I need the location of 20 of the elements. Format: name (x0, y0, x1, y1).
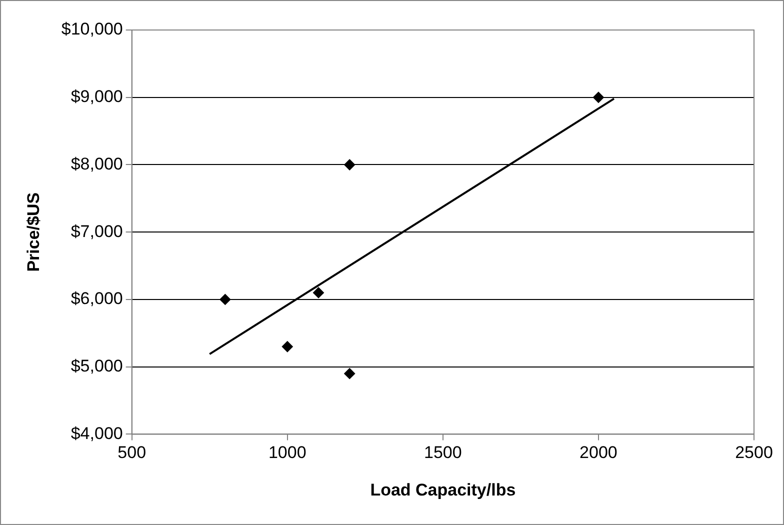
y-tick-label: $9,000 (70, 87, 123, 106)
y-axis-title: Price/$US (24, 192, 43, 272)
x-tick-label: 500 (118, 443, 146, 462)
y-tick-label: $5,000 (70, 356, 123, 376)
y-tick-label: $7,000 (70, 222, 123, 241)
y-tick-label: $4,000 (70, 424, 123, 443)
point (592, 92, 604, 103)
x-tick-label: 2000 (580, 443, 618, 462)
y-tick-label: $6,000 (70, 289, 123, 308)
x-tick-label: 1000 (268, 443, 306, 462)
y-tick-label: $10,000 (61, 20, 123, 39)
x-tick-label: 2500 (735, 443, 773, 462)
point (344, 368, 356, 380)
x-tick-label: 1500 (424, 443, 462, 462)
point (312, 287, 324, 298)
x-axis-title: Load Capacity/lbs (370, 480, 516, 500)
point (344, 159, 356, 170)
point (282, 341, 293, 352)
point (220, 294, 231, 305)
y-tick-label: $8,000 (70, 154, 123, 174)
